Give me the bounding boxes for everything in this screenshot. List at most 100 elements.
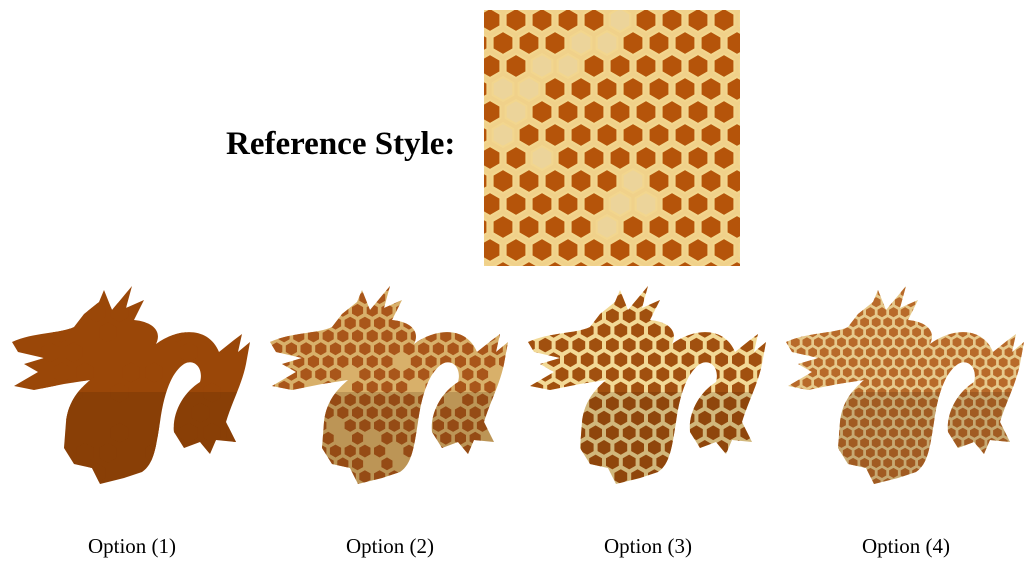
texture-patch [278, 431, 290, 445]
texture-patch [946, 347, 956, 358]
texture-patch [820, 272, 829, 277]
texture-patch [871, 377, 881, 388]
texture-patch [606, 483, 619, 484]
dragon-render-3 [520, 272, 766, 484]
honeycomb-cell [596, 259, 618, 266]
texture-patch [866, 327, 875, 338]
honeycomb-cell [504, 52, 528, 80]
honeycomb-cell [595, 213, 619, 241]
texture-patch [1004, 327, 1014, 338]
shading [270, 392, 508, 484]
texture-patch [785, 488, 794, 498]
texture-patch [831, 307, 841, 318]
texture-patch [935, 367, 945, 378]
texture-patch [315, 272, 326, 278]
texture-patch [748, 352, 762, 368]
honeycomb-cell [543, 213, 567, 241]
texture-patch [673, 308, 686, 324]
texture-patch [476, 470, 489, 484]
texture-patch [854, 387, 864, 398]
texture-patch [941, 317, 950, 328]
texture-patch [538, 308, 552, 324]
texture-patch [958, 307, 968, 318]
texture-patch [964, 286, 973, 288]
texture-patch [440, 457, 452, 471]
texture-patch [849, 498, 858, 507]
texture-patch [564, 352, 577, 368]
texture-patch [1016, 307, 1024, 318]
texture-patch [440, 431, 452, 445]
texture-patch [958, 367, 968, 378]
honeycomb-cell [674, 259, 696, 266]
texture-patch [906, 286, 916, 288]
honeycomb-cell [582, 190, 606, 218]
texture-patch [786, 397, 789, 408]
texture-patch [860, 317, 869, 328]
texture-patch [469, 303, 481, 317]
texture-patch [469, 457, 481, 471]
texture-patch [262, 394, 268, 407]
texture-patch [432, 291, 444, 304]
honeycomb-cell [517, 75, 541, 103]
texture-patch [388, 419, 400, 432]
texture-patch [889, 367, 898, 378]
option-4[interactable]: Option (4) [778, 272, 1030, 562]
texture-patch [975, 337, 985, 348]
texture-patch [866, 287, 875, 298]
texture-patch [698, 293, 712, 309]
texture-patch [76, 286, 94, 303]
texture-patch [285, 342, 297, 356]
honeycomb-cell [622, 259, 644, 266]
honeycomb-cell [608, 52, 632, 80]
texture-patch [285, 444, 297, 458]
texture-patch [906, 357, 916, 368]
texture-patch [12, 462, 13, 484]
texture-patch [631, 410, 644, 426]
texture-patch [366, 355, 378, 368]
option-2[interactable]: Option (2) [262, 272, 518, 562]
texture-patch [970, 488, 979, 498]
honeycomb-cell [484, 10, 502, 34]
option-1[interactable]: Option (1) [4, 272, 260, 562]
texture-patch [631, 440, 644, 455]
texture-patch [975, 478, 985, 484]
texture-patch [842, 287, 852, 298]
option-3[interactable]: Option (3) [520, 272, 776, 562]
texture-patch [690, 337, 703, 353]
texture-patch [111, 272, 129, 282]
honeycomb-cell [712, 190, 736, 218]
texture-patch [506, 367, 508, 381]
texture-patch [929, 357, 939, 368]
texture-patch [866, 447, 875, 458]
texture-patch [935, 488, 944, 498]
texture-patch [168, 286, 186, 303]
texture-patch [946, 447, 956, 458]
texture-patch [825, 337, 835, 348]
texture-patch [993, 327, 1002, 338]
texture-patch [396, 380, 408, 394]
texture-patch [819, 447, 829, 458]
texture-patch [462, 272, 473, 278]
texture-patch [918, 357, 927, 368]
texture-patch [1004, 447, 1014, 458]
texture-patch [860, 377, 869, 388]
texture-patch [300, 342, 312, 356]
texture-patch [790, 397, 800, 408]
texture-patch [698, 469, 712, 484]
texture-patch [648, 272, 661, 279]
texture-patch [918, 377, 927, 388]
honeycomb-cell [595, 29, 619, 57]
texture-patch [889, 347, 898, 358]
texture-patch [993, 407, 1002, 418]
texture-patch [883, 337, 893, 348]
honeycomb-cell [608, 236, 632, 264]
texture-patch [538, 454, 552, 470]
texture-patch [1021, 437, 1024, 448]
texture-patch [987, 377, 997, 388]
texture-patch [883, 317, 893, 328]
honeycomb-cell [699, 75, 723, 103]
texture-patch [491, 444, 503, 458]
texture-patch [854, 287, 864, 298]
texture-patch [946, 307, 956, 318]
texture-patch [520, 411, 526, 426]
